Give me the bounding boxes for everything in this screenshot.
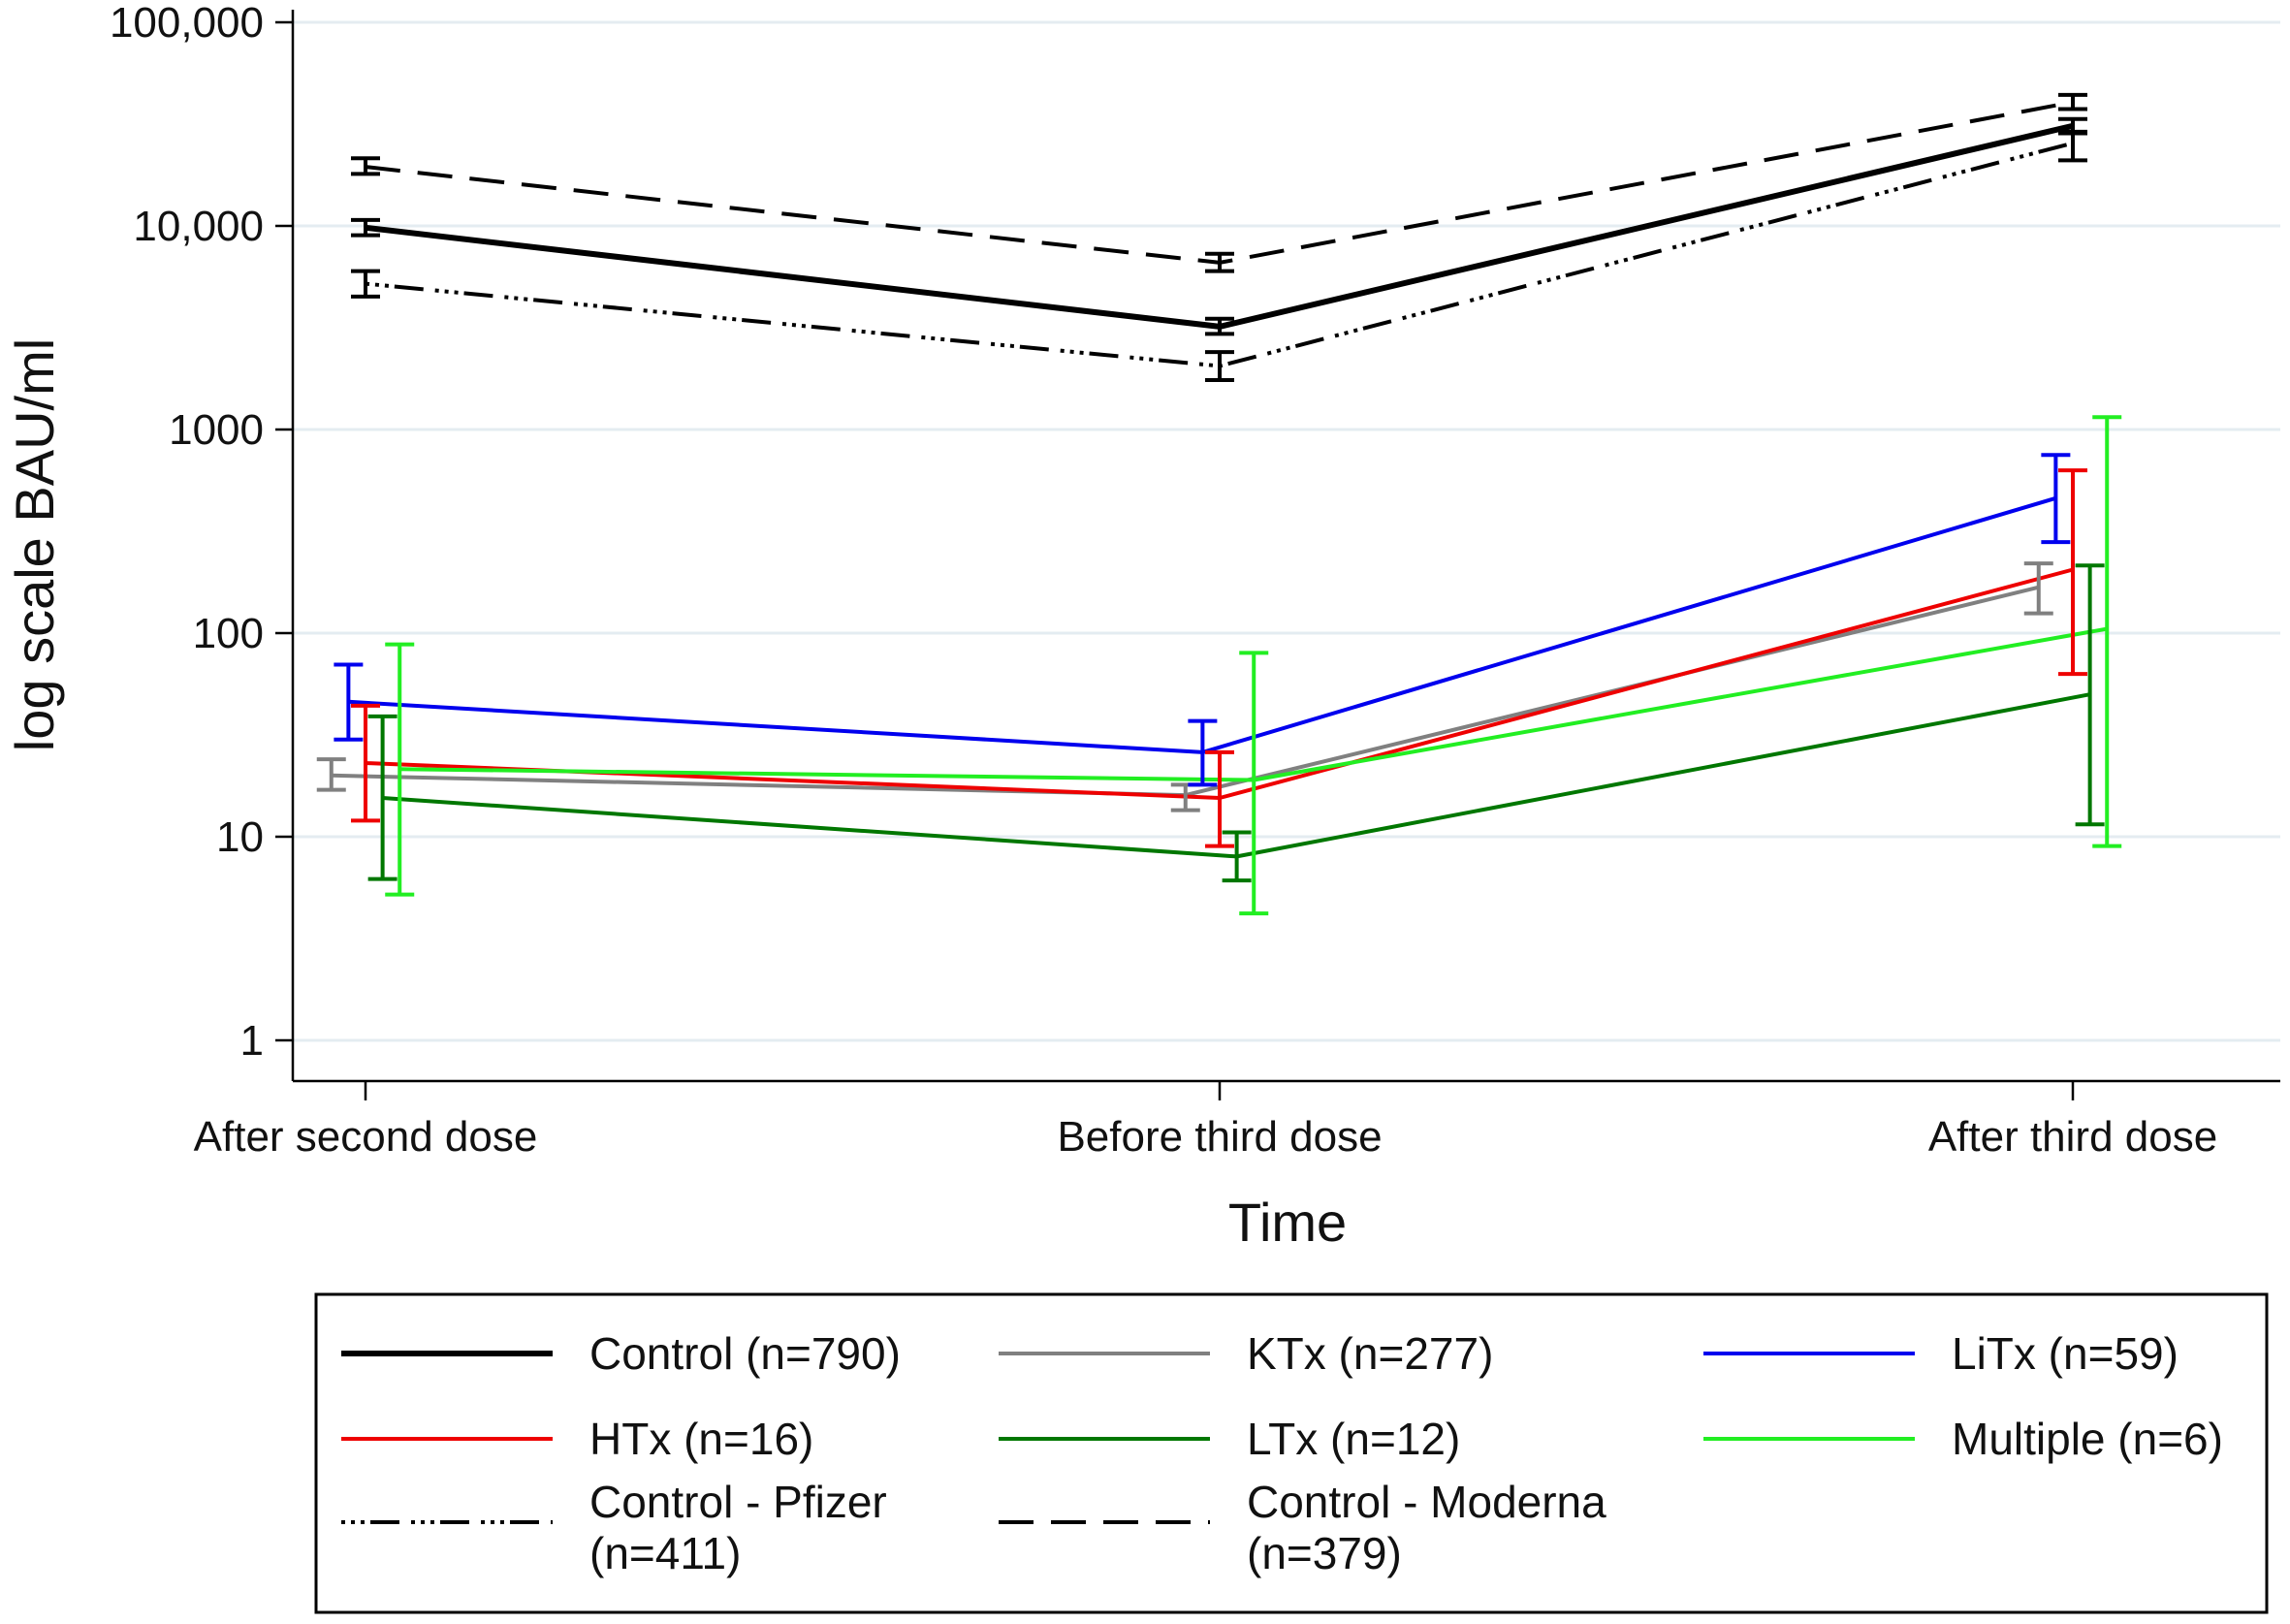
legend-item-6: Control - Pfizer(n=411) [341, 1477, 887, 1578]
legend-item-5: Multiple (n=6) [1703, 1414, 2223, 1464]
error-bar-4-1 [1222, 830, 1252, 883]
error-bar-2-0 [334, 662, 364, 742]
error-bar-3-1 [1205, 749, 1234, 848]
y-tick-label-4: 10,000 [133, 203, 264, 250]
y-tick-label-5: 100,000 [110, 0, 264, 47]
error-bar-7-2 [2058, 92, 2087, 111]
legend-label: Control (n=790) [589, 1328, 901, 1379]
axes [291, 10, 2280, 1083]
legend-item-0: Control (n=790) [341, 1328, 901, 1379]
error-bar-0-1 [1205, 316, 1234, 336]
error-bar-1-0 [316, 757, 346, 792]
error-bar-6-1 [1205, 350, 1234, 382]
legend-label: HTx (n=16) [589, 1414, 813, 1464]
legend-label: Control - Moderna [1247, 1477, 1606, 1527]
legend-item-3: HTx (n=16) [341, 1414, 813, 1464]
error-bar-2-1 [1188, 718, 1218, 787]
error-bar-6-2 [2058, 129, 2087, 163]
y-tick-label-3: 1000 [169, 406, 264, 454]
legend-box [314, 1292, 2269, 1614]
x-axis-title: Time [1228, 1192, 1347, 1253]
error-bar-7-0 [351, 156, 380, 176]
y-ticks: 1 10 100 1000 10,000 100,000 [110, 0, 293, 1065]
legend-label: LiTx (n=59) [1952, 1328, 2179, 1379]
error-bar-5-0 [385, 642, 415, 897]
x-tick-label-1: Before third dose [1057, 1113, 1382, 1161]
error-bar-3-2 [2058, 468, 2087, 677]
legend-label: KTx (n=277) [1247, 1328, 1493, 1379]
error-bar-5-1 [1239, 651, 1269, 916]
legend-item-7: Control - Moderna(n=379) [999, 1477, 1606, 1578]
error-bar-4-2 [2075, 563, 2105, 827]
error-bar-2-2 [2041, 453, 2071, 545]
legend-item-2: LiTx (n=59) [1703, 1328, 2179, 1379]
legend: Control (n=790) KTx (n=277) LiTx (n=59) HTx… [314, 1292, 2269, 1614]
x-ticks: After second dose Before third dose After … [194, 1081, 2217, 1161]
error-bar-1-2 [2023, 561, 2053, 616]
gridlines [293, 20, 2280, 1042]
error-bar-0-0 [351, 217, 380, 238]
error-bar-6-0 [351, 269, 380, 299]
legend-item-4: LTx (n=12) [999, 1414, 1460, 1464]
legend-item-1: KTx (n=277) [999, 1328, 1493, 1379]
error-bar-3-0 [351, 703, 380, 823]
error-bar-5-2 [2092, 415, 2122, 848]
legend-label: Multiple (n=6) [1952, 1414, 2223, 1464]
error-bar-4-0 [367, 714, 398, 881]
x-tick-label-0: After second dose [194, 1113, 538, 1161]
y-tick-label-2: 100 [193, 610, 264, 657]
x-tick-label-2: After third dose [1928, 1113, 2217, 1161]
y-axis-title: log scale BAU/ml [4, 338, 65, 751]
y-tick-label-1: 10 [216, 813, 264, 861]
legend-label: Control - Pfizer [589, 1477, 887, 1527]
y-tick-label-0: 1 [240, 1017, 264, 1065]
legend-label: LTx (n=12) [1247, 1414, 1460, 1464]
legend-label-line2: (n=411) [589, 1528, 741, 1578]
error-bar-7-1 [1205, 251, 1234, 273]
legend-label-line2: (n=379) [1247, 1528, 1402, 1578]
error-bars [316, 92, 2122, 916]
